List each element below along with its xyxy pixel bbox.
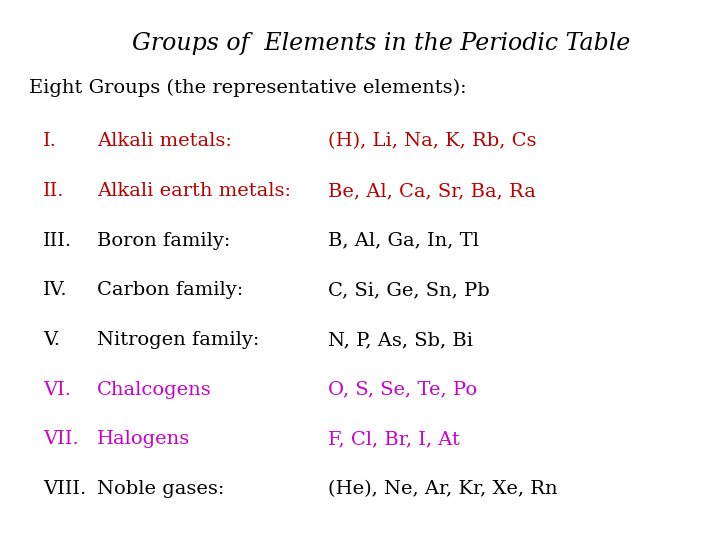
Text: Eight Groups (the representative elements):: Eight Groups (the representative element… [29, 78, 467, 97]
Text: IV.: IV. [43, 281, 68, 299]
Text: (He), Ne, Ar, Kr, Xe, Rn: (He), Ne, Ar, Kr, Xe, Rn [328, 480, 557, 498]
Text: Be, Al, Ca, Sr, Ba, Ra: Be, Al, Ca, Sr, Ba, Ra [328, 182, 536, 200]
Text: Halogens: Halogens [97, 430, 191, 448]
Text: III.: III. [43, 232, 72, 249]
Text: Alkali metals:: Alkali metals: [97, 132, 232, 150]
Text: VIII.: VIII. [43, 480, 86, 498]
Text: (H), Li, Na, K, Rb, Cs: (H), Li, Na, K, Rb, Cs [328, 132, 536, 150]
Text: B, Al, Ga, In, Tl: B, Al, Ga, In, Tl [328, 232, 479, 249]
Text: N, P, As, Sb, Bi: N, P, As, Sb, Bi [328, 331, 472, 349]
Text: Boron family:: Boron family: [97, 232, 230, 249]
Text: Noble gases:: Noble gases: [97, 480, 225, 498]
Text: F, Cl, Br, I, At: F, Cl, Br, I, At [328, 430, 459, 448]
Text: Alkali earth metals:: Alkali earth metals: [97, 182, 291, 200]
Text: VI.: VI. [43, 381, 71, 399]
Text: O, S, Se, Te, Po: O, S, Se, Te, Po [328, 381, 477, 399]
Text: Chalcogens: Chalcogens [97, 381, 212, 399]
Text: V.: V. [43, 331, 60, 349]
Text: Nitrogen family:: Nitrogen family: [97, 331, 260, 349]
Text: Groups of  Elements in the Periodic Table: Groups of Elements in the Periodic Table [132, 32, 631, 56]
Text: VII.: VII. [43, 430, 78, 448]
Text: I.: I. [43, 132, 57, 150]
Text: Carbon family:: Carbon family: [97, 281, 243, 299]
Text: II.: II. [43, 182, 65, 200]
Text: C, Si, Ge, Sn, Pb: C, Si, Ge, Sn, Pb [328, 281, 490, 299]
